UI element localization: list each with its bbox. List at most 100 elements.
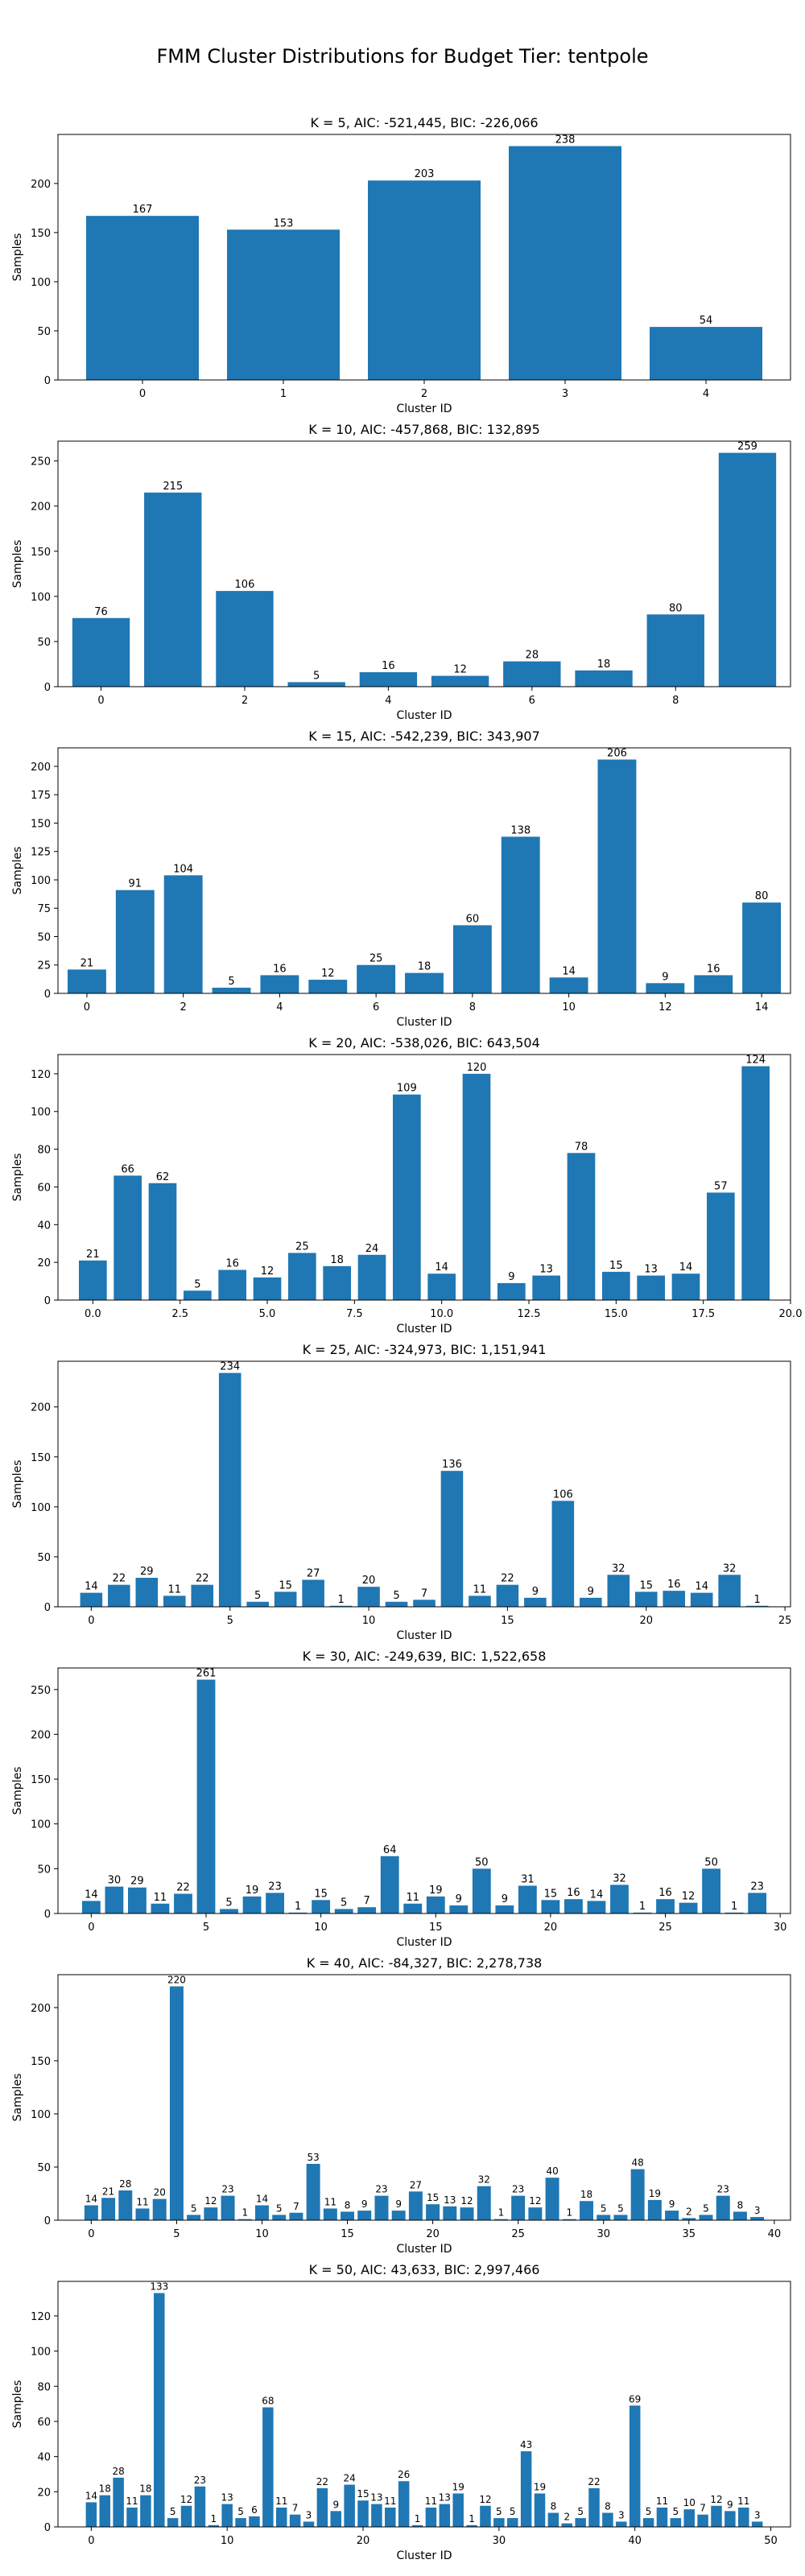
bar bbox=[501, 836, 540, 993]
x-tick-label: 2.5 bbox=[171, 1308, 188, 1320]
x-tick-label: 5 bbox=[227, 1615, 233, 1627]
bar-value-label: 50 bbox=[475, 1856, 489, 1868]
bar bbox=[426, 1896, 445, 1913]
bar bbox=[472, 1868, 491, 1913]
bar-value-label: 12 bbox=[180, 2494, 192, 2505]
bar bbox=[642, 2518, 654, 2527]
x-axis-label: Cluster ID bbox=[396, 402, 452, 415]
bar-value-label: 3 bbox=[754, 2509, 761, 2520]
bar bbox=[357, 1907, 377, 1913]
bar-value-label: 19 bbox=[246, 1885, 259, 1897]
bar bbox=[341, 2211, 355, 2220]
y-tick-label: 25 bbox=[37, 960, 51, 972]
y-tick-label: 50 bbox=[37, 1552, 51, 1564]
bar-value-label: 5 bbox=[228, 976, 234, 988]
x-axis-label: Cluster ID bbox=[396, 1629, 452, 1642]
y-tick-label: 0 bbox=[44, 989, 51, 1001]
x-tick-label: 20 bbox=[544, 1922, 558, 1934]
bar bbox=[108, 1584, 130, 1607]
bar-value-label: 57 bbox=[714, 1180, 728, 1192]
bar-value-label: 1 bbox=[295, 1901, 301, 1913]
panel-title: K = 40, AIC: -84,327, BIC: 2,278,738 bbox=[307, 1955, 543, 1971]
bar bbox=[246, 1601, 269, 1607]
bar bbox=[344, 2484, 355, 2527]
bar-value-label: 23 bbox=[750, 1880, 764, 1893]
bar bbox=[330, 2511, 342, 2527]
y-tick-label: 200 bbox=[31, 179, 51, 191]
axes-frame bbox=[57, 1054, 791, 1301]
bar-value-label: 24 bbox=[365, 1243, 379, 1255]
bar-value-label: 109 bbox=[397, 1083, 417, 1095]
bar-value-label: 203 bbox=[415, 168, 435, 180]
y-axis-label: Samples bbox=[11, 847, 24, 895]
bar bbox=[532, 1275, 560, 1300]
bar bbox=[493, 2518, 505, 2527]
bar bbox=[561, 2523, 573, 2527]
y-tick-label: 120 bbox=[31, 2311, 51, 2323]
y-tick-label: 125 bbox=[31, 847, 51, 859]
bar-chart-k40: K = 40, AIC: -84,327, BIC: 2,278,7381421… bbox=[11, 1955, 791, 2256]
bar-value-label: 11 bbox=[136, 2196, 148, 2207]
bar-chart-k5: K = 5, AIC: -521,445, BIC: -226,06616715… bbox=[11, 115, 791, 415]
bar-value-label: 9 bbox=[662, 971, 668, 983]
bar bbox=[308, 980, 348, 993]
bar-value-label: 2 bbox=[686, 2206, 692, 2217]
bar-value-label: 16 bbox=[707, 963, 720, 975]
bar bbox=[637, 1275, 665, 1300]
bar bbox=[371, 2504, 382, 2527]
bar bbox=[716, 2195, 730, 2220]
y-tick-label: 100 bbox=[31, 2109, 51, 2121]
bar-value-label: 76 bbox=[94, 606, 108, 618]
x-axis-label: Cluster ID bbox=[396, 2549, 452, 2562]
x-tick-label: 12 bbox=[658, 1001, 672, 1013]
y-tick-label: 200 bbox=[31, 1729, 51, 1741]
bar bbox=[575, 2518, 586, 2527]
bar bbox=[656, 2507, 668, 2527]
bar-value-label: 16 bbox=[567, 1887, 580, 1899]
bar bbox=[260, 975, 299, 993]
bar-value-label: 1 bbox=[639, 1901, 646, 1913]
axes-frame bbox=[57, 1974, 791, 2221]
bar bbox=[541, 1900, 560, 1913]
bar bbox=[613, 2215, 628, 2220]
bar bbox=[679, 1902, 698, 1913]
y-tick-label: 80 bbox=[37, 2381, 51, 2393]
bar bbox=[683, 2509, 695, 2527]
bar bbox=[385, 1601, 408, 1607]
bar-value-label: 19 bbox=[452, 2482, 464, 2493]
y-tick-label: 0 bbox=[44, 2522, 51, 2534]
bar-value-label: 15 bbox=[427, 2192, 439, 2203]
bar-value-label: 68 bbox=[262, 2395, 274, 2406]
bar bbox=[152, 2198, 167, 2220]
x-tick-label: 0 bbox=[139, 388, 146, 400]
bar-value-label: 43 bbox=[520, 2439, 532, 2450]
bar bbox=[174, 1893, 192, 1913]
bar-value-label: 9 bbox=[532, 1586, 539, 1598]
bar-value-label: 11 bbox=[154, 1892, 167, 1904]
x-tick-label: 2 bbox=[242, 695, 248, 707]
bar-value-label: 15 bbox=[609, 1260, 623, 1272]
bar-value-label: 7 bbox=[364, 1895, 370, 1907]
bar bbox=[357, 2211, 372, 2220]
bar bbox=[306, 2164, 320, 2220]
bar bbox=[588, 2487, 600, 2527]
bar-value-label: 5 bbox=[225, 1897, 232, 1909]
y-tick-label: 100 bbox=[31, 2347, 51, 2359]
bar bbox=[357, 964, 396, 993]
bar bbox=[272, 2215, 287, 2220]
bar-value-label: 66 bbox=[121, 1163, 134, 1175]
bar-value-label: 234 bbox=[220, 1361, 240, 1373]
x-tick-label: 30 bbox=[597, 2228, 610, 2240]
bar bbox=[212, 987, 251, 993]
bar-value-label: 5 bbox=[194, 1278, 200, 1290]
bar-value-label: 23 bbox=[375, 2184, 387, 2195]
bar-value-label: 32 bbox=[612, 1563, 625, 1575]
bar-value-label: 8 bbox=[737, 2199, 744, 2211]
bar bbox=[218, 1269, 246, 1300]
x-tick-label: 50 bbox=[764, 2535, 778, 2547]
bar bbox=[303, 2521, 315, 2527]
bar bbox=[235, 2518, 246, 2527]
y-axis-label: Samples bbox=[11, 540, 24, 588]
bar bbox=[180, 2505, 192, 2527]
x-tick-label: 4 bbox=[703, 388, 709, 400]
